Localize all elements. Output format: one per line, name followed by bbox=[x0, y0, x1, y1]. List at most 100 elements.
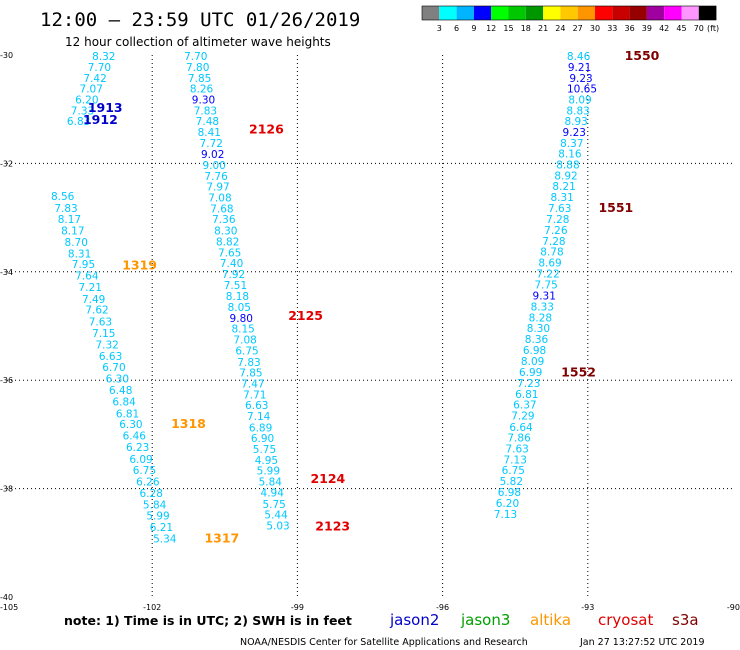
satellite-legend-s3a: s3a bbox=[672, 611, 699, 629]
wave-height-label: 6.90 bbox=[251, 433, 274, 445]
wave-height-label: 6.75 bbox=[133, 465, 156, 477]
wave-height-label: 7.21 bbox=[79, 282, 102, 294]
wave-height-label: 8.30 bbox=[214, 226, 237, 238]
wave-height-label: 9.00 bbox=[202, 160, 225, 172]
wave-height-label: 9.31 bbox=[533, 291, 556, 303]
wave-height-label: 8.18 bbox=[226, 291, 249, 303]
colorbar-legend: 3 6 9 12 15 18 21 24 27 30 33 36 39 42 45 70 (ft) bbox=[421, 5, 719, 33]
wave-height-label: 6.75 bbox=[235, 345, 258, 357]
wave-height-label: 9.23 bbox=[563, 127, 586, 139]
pass-number-label: 1317 bbox=[204, 530, 239, 545]
pass-number-label: 1912 bbox=[83, 112, 118, 127]
wave-height-label: 7.33 bbox=[71, 105, 94, 117]
colorbar-tick-label: 70 bbox=[694, 24, 704, 33]
y-tick-label: -34 bbox=[0, 268, 13, 277]
wave-height-label: 7.32 bbox=[95, 339, 118, 351]
wave-height-label: 6.81 bbox=[515, 389, 538, 401]
wave-height-label: 6.70 bbox=[102, 362, 125, 374]
wave-height-label: 7.85 bbox=[239, 368, 262, 380]
colorbar-tick-label: 36 bbox=[625, 24, 635, 33]
footer-timestamp: Jan 27 13:27:52 UTC 2019 bbox=[579, 637, 705, 648]
wave-height-label: 7.63 bbox=[548, 203, 571, 215]
wave-height-label: 9.02 bbox=[201, 149, 224, 161]
wave-height-label: 7.13 bbox=[494, 509, 517, 521]
wave-height-label: 6.37 bbox=[513, 400, 536, 412]
pass-number-label: 1913 bbox=[88, 100, 123, 115]
wave-height-label: 7.64 bbox=[75, 271, 99, 283]
colorbar-swatch bbox=[491, 6, 509, 20]
wave-height-label: 7.14 bbox=[247, 411, 271, 423]
wave-height-label: 6.83 bbox=[67, 116, 90, 128]
wave-height-label: 7.72 bbox=[200, 138, 223, 150]
wave-height-label: 7.28 bbox=[542, 236, 565, 248]
wave-height-label: 7.62 bbox=[85, 305, 108, 317]
wave-height-label: 7.49 bbox=[82, 294, 105, 306]
y-tick-label: -30 bbox=[0, 51, 13, 60]
wave-height-label: 6.48 bbox=[109, 385, 132, 397]
colorbar-swatch bbox=[456, 6, 474, 20]
wave-height-label: 7.22 bbox=[536, 268, 559, 280]
wave-height-label: 8.30 bbox=[527, 323, 550, 335]
wave-height-label: 8.16 bbox=[558, 149, 582, 161]
wave-height-label: 6.20 bbox=[75, 94, 98, 106]
wave-height-label: 8.70 bbox=[65, 237, 88, 249]
x-tick-label: -96 bbox=[436, 603, 449, 612]
wave-height-label: 4.95 bbox=[255, 455, 278, 467]
colorbar-tick-label: 18 bbox=[521, 24, 531, 33]
wave-height-label: 7.40 bbox=[220, 258, 243, 270]
wave-height-label: 6.30 bbox=[119, 419, 142, 431]
colorbar-frame bbox=[421, 5, 717, 21]
wave-height-label: 7.07 bbox=[80, 84, 103, 96]
satellite-legend: jason2 jason3 altika cryosat s3a bbox=[389, 611, 699, 629]
colorbar-tick-label: 27 bbox=[573, 24, 583, 33]
wave-height-label: 7.68 bbox=[210, 203, 233, 215]
wave-height-label: 8.92 bbox=[554, 170, 577, 182]
colorbar-swatch bbox=[664, 6, 682, 20]
wave-height-label: 8.46 bbox=[567, 51, 591, 63]
colorbar-tick-label: 39 bbox=[642, 24, 652, 33]
wave-height-label: 5.44 bbox=[264, 510, 288, 522]
chart-title: 12:00 – 23:59 UTC 01/26/2019 bbox=[40, 9, 360, 31]
wave-height-label: 6.30 bbox=[106, 374, 129, 386]
wave-height-label: 8.37 bbox=[560, 138, 583, 150]
colorbar-swatch bbox=[646, 6, 665, 20]
wave-height-label: 7.48 bbox=[196, 116, 219, 128]
wave-height-label: 8.41 bbox=[198, 127, 221, 139]
wave-height-label: 8.15 bbox=[231, 324, 254, 336]
colorbar-swatch bbox=[577, 6, 595, 20]
footer-note: note: 1) Time is in UTC; 2) SWH is in fe… bbox=[64, 613, 352, 628]
pass-number-label: 1551 bbox=[598, 200, 633, 215]
wave-height-label: 6.89 bbox=[249, 422, 272, 434]
wave-height-label: 5.03 bbox=[266, 520, 289, 532]
pass-number-label: 2126 bbox=[249, 121, 284, 136]
wave-height-label: 6.81 bbox=[116, 408, 139, 420]
colorbar-swatch bbox=[698, 6, 717, 20]
colorbar-tick-label: 9 bbox=[471, 24, 476, 33]
wave-height-label: 8.31 bbox=[68, 248, 91, 260]
wave-height-label: 8.88 bbox=[556, 159, 579, 171]
colorbar-swatch bbox=[595, 6, 613, 20]
pass-number-label: 1319 bbox=[122, 257, 157, 272]
wave-height-label: 8.78 bbox=[540, 247, 563, 259]
wave-height-label: 7.23 bbox=[517, 378, 540, 390]
colorbar-swatch bbox=[439, 6, 457, 20]
wave-height-label: 7.29 bbox=[511, 410, 534, 422]
colorbar-tick-label: 45 bbox=[676, 24, 686, 33]
wave-height-label: 5.75 bbox=[253, 444, 276, 456]
wave-height-label: 7.13 bbox=[504, 454, 527, 466]
wave-height-label: 7.47 bbox=[241, 378, 264, 390]
wave-height-label: 7.83 bbox=[54, 203, 77, 215]
wave-height-label: 9.30 bbox=[192, 94, 215, 106]
footer-credit: NOAA/NESDIS Center for Satellite Applica… bbox=[240, 637, 528, 648]
wave-height-labels: 8.327.707.427.076.207.336.83191319128.56… bbox=[51, 48, 660, 545]
wave-height-label: 5.82 bbox=[500, 476, 523, 488]
colorbar-tick-label: 33 bbox=[607, 24, 617, 33]
x-tick-label: -90 bbox=[727, 603, 740, 612]
colorbar-tick-label: 42 bbox=[659, 24, 669, 33]
wave-height-label: 7.51 bbox=[224, 280, 247, 292]
wave-height-label: 8.09 bbox=[521, 356, 544, 368]
wave-height-label: 7.70 bbox=[88, 62, 111, 74]
wave-height-label: 7.63 bbox=[89, 317, 112, 329]
pass-number-label: 1552 bbox=[561, 365, 596, 380]
wave-height-label: 5.34 bbox=[153, 533, 177, 545]
